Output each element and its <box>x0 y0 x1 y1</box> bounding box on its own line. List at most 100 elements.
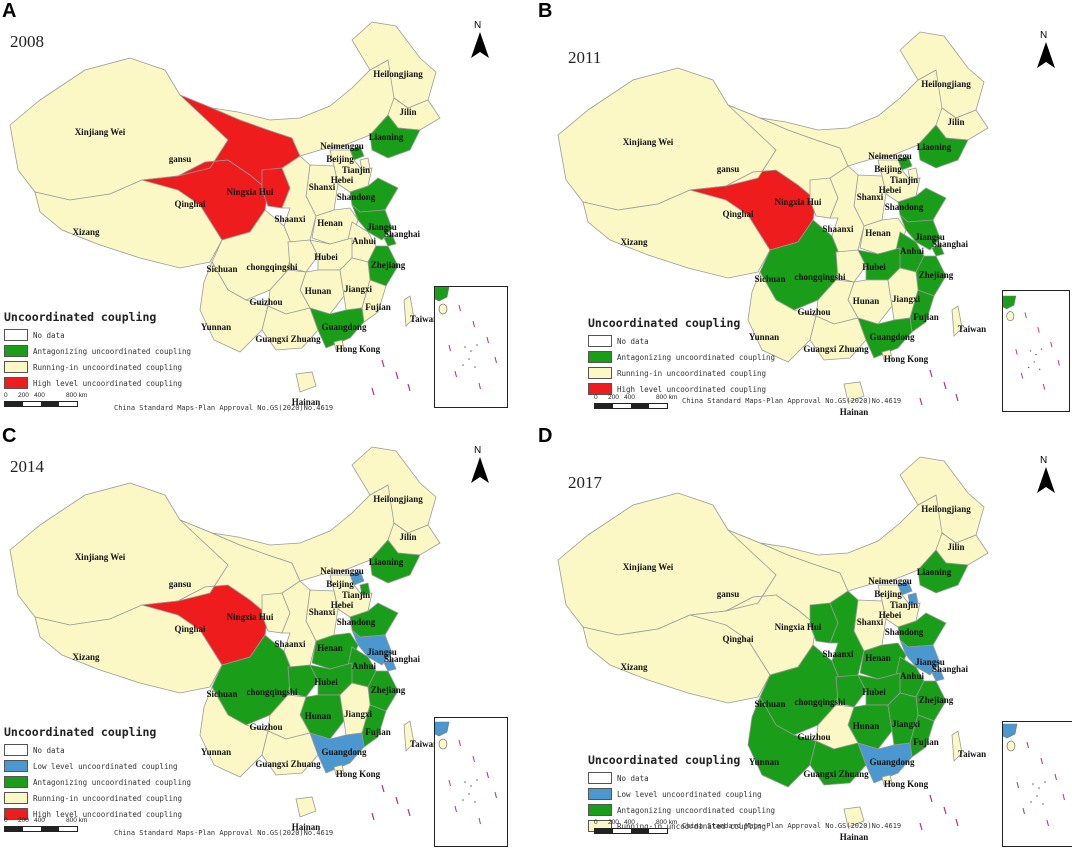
north-label: N <box>474 20 482 31</box>
legend-swatch <box>588 788 612 800</box>
province-shanghai <box>931 243 945 257</box>
legend-swatch <box>588 383 612 395</box>
legend-swatch <box>4 808 28 820</box>
legend-title: Uncoordinated coupling <box>588 753 741 767</box>
province-label-shanxi: Shanxi <box>857 617 884 627</box>
province-label-hebei: Hebei <box>331 175 354 185</box>
boundary-dash <box>943 381 947 390</box>
province-label-qinghai: Qinghai <box>722 634 754 644</box>
province-label-hunan: Hunan <box>305 711 332 721</box>
legend-label: Low level uncoordinated coupling <box>33 761 178 771</box>
south-sea-inset <box>434 286 508 408</box>
province-hainan <box>295 796 317 818</box>
province-label-yunnan: Yunnan <box>749 757 779 767</box>
province-label-guangdong: Guangdong <box>321 747 367 757</box>
legend-label: Antagonizing uncoordinated coupling <box>33 777 192 787</box>
province-label-xinjiang: Xinjiang Wei <box>75 552 126 562</box>
legend-item: Antagonizing uncoordinated coupling <box>588 349 775 365</box>
province-label-hainan: Hainan <box>292 397 321 407</box>
province-taiwan <box>951 305 963 337</box>
province-label-hebei: Hebei <box>879 610 902 620</box>
province-label-hubei: Hubei <box>314 677 338 687</box>
legend-label: Antagonizing uncoordinated coupling <box>33 346 192 356</box>
north-arrow-icon: N <box>1036 455 1056 497</box>
approval-text: China Standard Maps-Plan Approval No.GS(… <box>682 822 902 830</box>
province-label-shaanxi: Shaanxi <box>822 224 854 234</box>
province-hongkong <box>881 774 893 786</box>
legend-label: Running-in uncoordinated coupling <box>617 368 767 378</box>
province-label-shandong: Shandong <box>337 617 376 627</box>
province-label-hongkong: Hong Kong <box>884 354 929 364</box>
legend-swatch <box>4 377 28 389</box>
province-label-ningxia: Ningxia Hui <box>775 622 822 632</box>
province-label-fujian: Fujian <box>913 737 939 747</box>
province-label-liaoning: Liaoning <box>917 142 952 152</box>
province-label-xinjiang: Xinjiang Wei <box>75 127 126 137</box>
province-label-shanghai: Shanghai <box>384 229 421 239</box>
scale-label: 200 <box>608 394 619 401</box>
north-label: N <box>1040 455 1048 466</box>
boundary-dash <box>929 794 933 803</box>
boundary-dash <box>371 387 375 396</box>
legend-swatch <box>4 744 28 756</box>
scale-bar: 0 200 400 800 km <box>594 394 684 409</box>
province-label-shanghai: Shanghai <box>384 654 421 664</box>
province-label-guizhou: Guizhou <box>249 722 282 732</box>
province-chongqing <box>835 674 867 708</box>
legend-item: No data <box>4 742 191 758</box>
province-label-chongqing: chongqingshi <box>794 697 846 707</box>
legend-item: Running-in uncoordinated coupling <box>4 790 191 806</box>
china-map: Xinjiang Wei Xizang Qinghai gansu Ningxia Hu… <box>9 446 441 832</box>
legend-item: Running-in uncoordinated coupling <box>4 359 191 375</box>
province-jiangsu <box>899 214 941 251</box>
province-taiwan <box>951 730 963 762</box>
province-label-taiwan: Taiwan <box>410 739 438 749</box>
province-shanghai <box>931 668 945 682</box>
province-label-tianjin: Tianjin <box>890 175 918 185</box>
province-label-guangxi: Guangxi Zhuang <box>803 769 869 779</box>
province-chongqing <box>835 249 867 283</box>
legend-item: Low level uncoordinated coupling <box>588 786 775 802</box>
province-label-guizhou: Guizhou <box>797 732 830 742</box>
province-xizang <box>582 185 771 279</box>
province-label-xizang: Xizang <box>621 237 649 247</box>
province-label-jiangxi: Jiangxi <box>892 719 921 729</box>
approval-text: China Standard Maps-Plan Approval No.GS(… <box>114 829 334 837</box>
legend-label: No data <box>617 336 649 346</box>
province-yunnan <box>747 271 817 363</box>
map-panel-c: C 2014 Xinjiang Wei Xizang Qinghai gansu Ningx… <box>0 425 536 850</box>
province-label-taiwan: Taiwan <box>958 749 986 759</box>
province-label-heilongjiang: Heilongjiang <box>921 504 971 514</box>
province-label-qinghai: Qinghai <box>174 624 206 634</box>
boundary-dash <box>943 806 947 815</box>
province-fujian <box>909 289 935 333</box>
province-label-guangxi: Guangxi Zhuang <box>803 344 869 354</box>
boundary-dash <box>407 383 411 392</box>
province-label-jiangsu: Jiangsu <box>367 222 397 232</box>
north-label: N <box>474 445 482 456</box>
approval-text: China Standard Maps-Plan Approval No.GS(… <box>114 404 334 412</box>
province-label-hebei: Hebei <box>879 185 902 195</box>
province-yunnan <box>747 696 817 788</box>
legend-title: Uncoordinated coupling <box>4 725 157 739</box>
province-label-qinghai: Qinghai <box>174 199 206 209</box>
province-label-xinjiang: Xinjiang Wei <box>623 137 674 147</box>
province-label-hubei: Hubei <box>314 252 338 262</box>
province-label-jiangsu: Jiangsu <box>915 232 945 242</box>
scale-label: 400 <box>624 819 635 826</box>
province-label-henan: Henan <box>317 643 343 653</box>
province-label-shaanxi: Shaanxi <box>274 639 306 649</box>
province-taiwan <box>403 720 415 752</box>
province-chongqing <box>287 239 319 273</box>
province-label-jiangsu: Jiangsu <box>915 657 945 667</box>
province-fujian <box>361 279 387 323</box>
legend-item: Antagonizing uncoordinated coupling <box>4 343 191 359</box>
province-label-neimenggu: Neimenggu <box>320 566 364 576</box>
legend-swatch <box>588 335 612 347</box>
province-label-sichuan: Sichuan <box>754 699 785 709</box>
province-label-guangdong: Guangdong <box>869 332 915 342</box>
province-label-anhui: Anhui <box>900 671 925 681</box>
legend-item: No data <box>4 327 191 343</box>
province-label-xizang: Xizang <box>621 662 649 672</box>
province-label-yunnan: Yunnan <box>749 332 779 342</box>
